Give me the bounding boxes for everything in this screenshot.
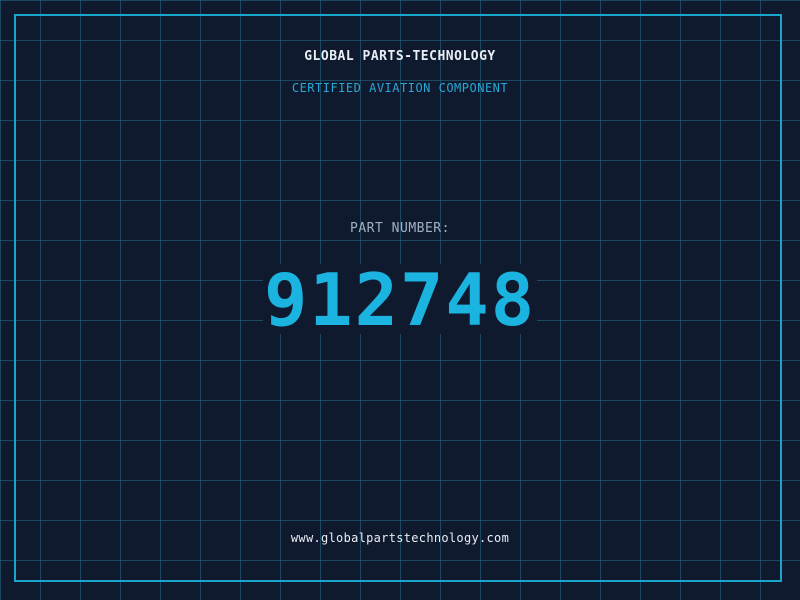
website-url: www.globalpartstechnology.com bbox=[290, 531, 510, 545]
company-name: GLOBAL PARTS-TECHNOLOGY bbox=[304, 49, 496, 64]
certification-tagline: CERTIFIED AVIATION COMPONENT bbox=[291, 81, 509, 95]
part-number-label: PART NUMBER: bbox=[350, 221, 450, 236]
border-frame bbox=[14, 14, 782, 582]
part-number-value: 912748 bbox=[263, 258, 537, 342]
part-number-backdrop bbox=[263, 264, 537, 334]
